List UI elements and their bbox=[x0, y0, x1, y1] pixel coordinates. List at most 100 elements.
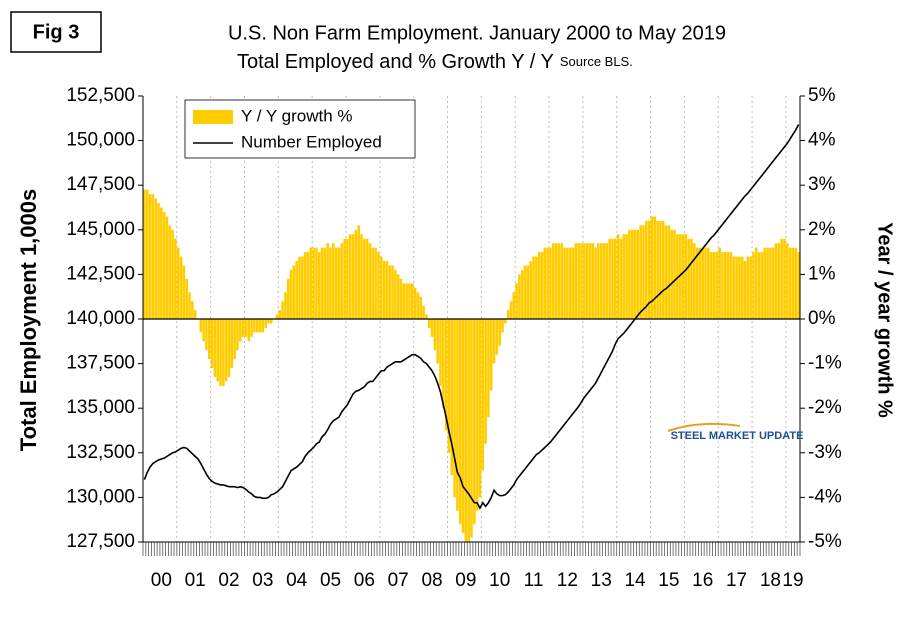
bar bbox=[642, 225, 645, 319]
bar bbox=[543, 247, 547, 319]
bar bbox=[433, 319, 437, 351]
chart-subtitle: Total Employed and % Growth Y / Y Source … bbox=[237, 51, 633, 73]
bar bbox=[151, 194, 155, 319]
bar bbox=[281, 301, 284, 319]
bar bbox=[334, 247, 338, 319]
bar bbox=[704, 247, 707, 319]
x-tick-label: 13 bbox=[591, 570, 612, 591]
bar bbox=[489, 319, 493, 391]
bar bbox=[738, 256, 741, 319]
bar bbox=[515, 283, 518, 319]
bar bbox=[174, 238, 177, 319]
bar bbox=[284, 292, 287, 319]
chart-title: U.S. Non Farm Employment. January 2000 t… bbox=[228, 22, 726, 44]
bar bbox=[419, 296, 423, 319]
bar bbox=[224, 319, 228, 382]
bar bbox=[348, 234, 352, 319]
bar bbox=[278, 310, 282, 319]
bar bbox=[343, 238, 346, 319]
y-tick-label: 152,500 bbox=[66, 85, 135, 106]
bar bbox=[577, 243, 580, 319]
bar bbox=[777, 243, 781, 319]
bar bbox=[625, 234, 628, 319]
bar bbox=[422, 305, 425, 319]
bar bbox=[571, 247, 575, 319]
bar bbox=[780, 238, 783, 319]
bar bbox=[752, 252, 755, 319]
bar bbox=[382, 261, 386, 319]
bar bbox=[518, 274, 521, 319]
bar bbox=[207, 319, 211, 360]
bar bbox=[771, 247, 775, 319]
bar bbox=[681, 234, 685, 319]
bar bbox=[591, 243, 595, 319]
bar bbox=[453, 319, 456, 498]
bar bbox=[560, 243, 564, 319]
bar bbox=[261, 319, 265, 333]
bar bbox=[549, 247, 552, 319]
bar bbox=[416, 292, 420, 319]
bar bbox=[484, 319, 487, 444]
bar bbox=[788, 247, 792, 319]
bar bbox=[430, 319, 434, 337]
bar bbox=[709, 252, 713, 319]
bar bbox=[399, 278, 403, 319]
bar bbox=[532, 256, 535, 319]
bar bbox=[690, 238, 693, 319]
bar bbox=[726, 252, 730, 319]
y2-tick-label: 5% bbox=[808, 85, 836, 106]
bar bbox=[687, 238, 690, 319]
bar bbox=[351, 234, 355, 319]
bar bbox=[599, 243, 603, 319]
y-tick-label: 140,000 bbox=[66, 308, 135, 329]
bar bbox=[616, 234, 620, 319]
bar bbox=[701, 247, 704, 319]
bar bbox=[292, 265, 296, 319]
bar bbox=[724, 252, 727, 319]
bar bbox=[608, 238, 611, 319]
legend-box bbox=[184, 99, 416, 159]
bar bbox=[501, 319, 504, 333]
bar bbox=[509, 301, 513, 319]
bar bbox=[295, 261, 298, 319]
y2-tick-label: 2% bbox=[808, 219, 836, 240]
bar bbox=[594, 247, 597, 319]
bar bbox=[365, 238, 369, 319]
bar bbox=[661, 220, 665, 319]
bar bbox=[202, 319, 205, 342]
bar bbox=[213, 319, 217, 377]
logo-text: STEEL MARKET UPDATE bbox=[671, 430, 804, 442]
bar bbox=[735, 256, 738, 319]
bar bbox=[176, 247, 180, 319]
figure-label-box bbox=[10, 11, 102, 53]
bar bbox=[236, 319, 239, 351]
bar bbox=[185, 278, 188, 319]
bar bbox=[639, 225, 642, 319]
bar bbox=[230, 319, 234, 369]
bar bbox=[653, 216, 657, 319]
bar bbox=[408, 283, 411, 319]
y-tick-label: 147,500 bbox=[66, 174, 135, 195]
bar bbox=[774, 243, 778, 319]
x-tick-label: 07 bbox=[388, 570, 409, 591]
bar bbox=[326, 243, 329, 319]
bar bbox=[664, 225, 668, 319]
bar bbox=[444, 319, 448, 431]
bar bbox=[340, 243, 344, 319]
y2-tick-label: 4% bbox=[808, 130, 836, 151]
bar bbox=[633, 229, 637, 319]
bar bbox=[357, 225, 360, 319]
bar bbox=[498, 319, 501, 346]
bar bbox=[332, 243, 335, 319]
x-tick-label: 15 bbox=[658, 570, 679, 591]
bar bbox=[165, 216, 169, 319]
bar bbox=[298, 256, 301, 319]
bar bbox=[168, 225, 172, 319]
bar bbox=[529, 261, 532, 319]
bar bbox=[405, 283, 408, 319]
bar bbox=[667, 225, 671, 319]
bar bbox=[210, 319, 214, 369]
figure-label: Fig 3 bbox=[33, 21, 80, 43]
bar bbox=[757, 252, 761, 319]
x-tick-label: 02 bbox=[218, 570, 239, 591]
